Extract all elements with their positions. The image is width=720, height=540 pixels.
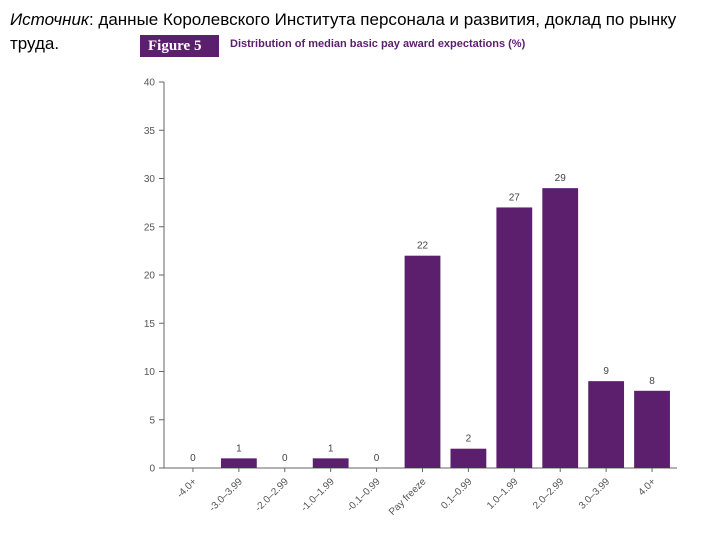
data-label: 22 [417,241,429,252]
bar [312,458,349,468]
category-label: -0.1–0.99 [345,476,383,514]
source-text: : данные Королевского Института персонал… [10,10,677,53]
y-tick-label: 30 [144,174,156,185]
category-label: -3.0–3.99 [207,476,245,514]
bar [220,458,257,468]
y-tick-label: 15 [144,319,156,330]
category-label: 1.0–1.99 [485,476,521,512]
y-tick-label: 40 [144,78,156,89]
data-label: 8 [649,376,655,387]
y-tick-label: 20 [144,271,156,282]
bar [588,381,625,468]
bar [450,448,487,468]
data-label: 0 [190,453,196,464]
data-label: 2 [466,434,472,445]
y-tick-label: 5 [149,415,155,426]
bar [496,207,533,468]
category-label: 2.0–2.99 [531,476,567,512]
source-prefix: Источник [10,10,89,29]
y-tick-label: 0 [149,464,155,475]
bar [542,188,579,468]
y-tick-label: 35 [144,126,156,137]
data-label: 29 [555,173,567,184]
data-label: 0 [374,453,380,464]
data-label: 27 [509,192,521,203]
y-tick-label: 25 [144,222,156,233]
figure-title: Distribution of median basic pay award e… [230,38,526,50]
category-label: -1.0–1.99 [299,476,337,514]
data-label: 1 [328,443,334,454]
data-label: 0 [282,453,288,464]
bar [634,390,670,468]
figure-badge: Figure 5 [140,35,219,57]
data-label: 9 [603,366,609,377]
category-label: 4.0+ [636,476,658,498]
data-label: 1 [236,443,242,454]
category-label: Pay freeze [387,476,429,518]
category-label: 0.1–0.99 [439,476,475,512]
y-tick-label: 10 [144,367,156,378]
category-label: -4.0+ [175,476,199,500]
category-label: 3.0–3.99 [577,476,613,512]
source-note: Источник: данные Королевского Института … [10,8,700,56]
bar [404,255,441,468]
category-label: -2.0–2.99 [253,476,291,514]
